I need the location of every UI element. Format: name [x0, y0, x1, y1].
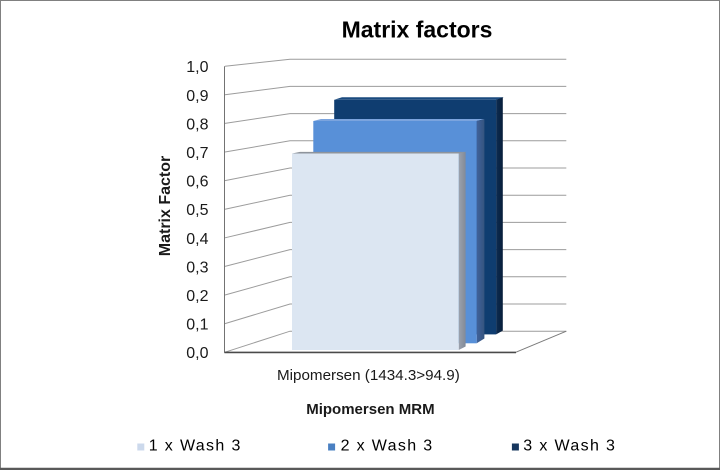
svg-text:Matrix Factor: Matrix Factor — [157, 156, 174, 256]
svg-text:0,9: 0,9 — [186, 88, 208, 105]
svg-text:1,0: 1,0 — [186, 59, 208, 76]
svg-text:Mipomersen (1434.3>94.9): Mipomersen (1434.3>94.9) — [277, 367, 460, 384]
svg-text:0,7: 0,7 — [186, 145, 208, 162]
svg-text:2 x Wash 3: 2 x Wash 3 — [341, 438, 434, 455]
svg-text:0,1: 0,1 — [186, 317, 208, 334]
svg-text:Mipomersen MRM: Mipomersen MRM — [306, 401, 434, 418]
svg-text:0,2: 0,2 — [186, 288, 208, 305]
svg-text:3 x Wash 3: 3 x Wash 3 — [523, 438, 616, 455]
svg-text:Matrix factors: Matrix factors — [342, 17, 493, 43]
svg-text:0,4: 0,4 — [186, 231, 208, 248]
svg-text:0,0: 0,0 — [186, 345, 208, 362]
svg-text:0,6: 0,6 — [186, 174, 208, 191]
svg-text:1 x Wash 3: 1 x Wash 3 — [149, 438, 242, 455]
svg-text:0,3: 0,3 — [186, 259, 208, 276]
svg-text:0,8: 0,8 — [186, 116, 208, 133]
svg-text:0,5: 0,5 — [186, 202, 208, 219]
